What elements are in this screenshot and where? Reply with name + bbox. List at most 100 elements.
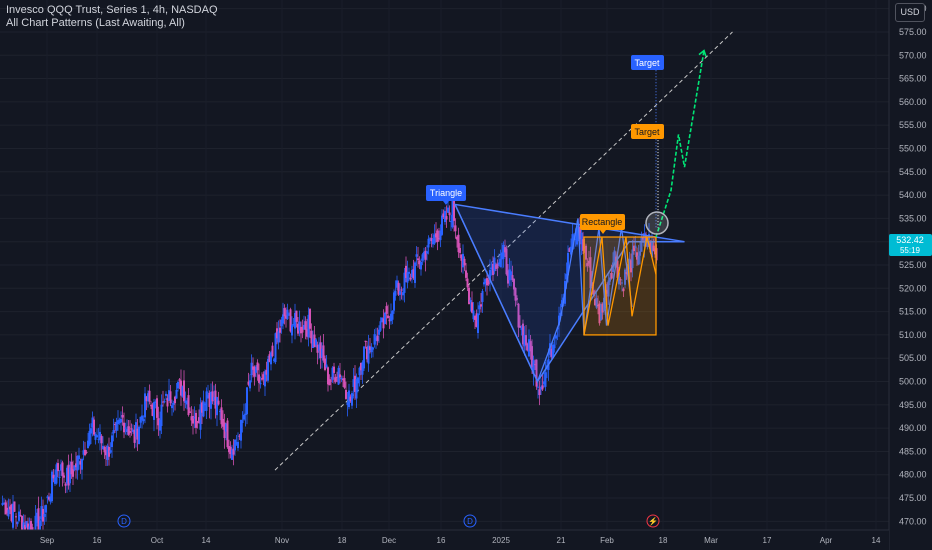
- candle-body: [487, 280, 490, 285]
- candle-body: [510, 271, 512, 276]
- rectangle-label-text: Rectangle: [582, 217, 623, 227]
- last-price-countdown: 55:19: [900, 246, 921, 255]
- candle-body: [111, 435, 113, 448]
- candle-body: [270, 352, 272, 365]
- rectangle-pattern[interactable]: [583, 236, 657, 336]
- currency-button[interactable]: USD: [895, 3, 925, 22]
- candle-body: [19, 514, 22, 516]
- candle-body: [420, 261, 422, 270]
- candle-body: [172, 402, 175, 405]
- candle-body: [585, 245, 587, 260]
- candle-body: [330, 380, 332, 382]
- candle-body: [442, 213, 445, 218]
- candle-body: [106, 445, 109, 460]
- candle-body: [319, 342, 322, 359]
- y-tick-label: 500.00: [899, 377, 927, 387]
- candle-body: [414, 262, 416, 283]
- candle-body: [633, 245, 635, 252]
- candle-body: [255, 366, 257, 373]
- candle-body: [84, 449, 86, 456]
- candle-body: [141, 415, 143, 420]
- candle-body: [30, 520, 32, 530]
- candle-body: [492, 263, 494, 276]
- candle-body: [304, 321, 307, 330]
- x-tick-label: 16: [437, 536, 446, 545]
- candle-body: [396, 280, 398, 288]
- candle-body: [253, 366, 256, 377]
- candle-body: [634, 245, 637, 249]
- candle-body: [69, 467, 71, 484]
- candle-body: [391, 310, 394, 320]
- candle-body: [378, 329, 380, 335]
- candle-body: [7, 509, 10, 517]
- candle-body: [603, 297, 605, 311]
- rectangle-label[interactable]: Rectangle: [580, 214, 625, 234]
- y-tick-label: 525.00: [899, 260, 927, 270]
- y-tick-label: 575.00: [899, 27, 927, 37]
- candle-body: [580, 232, 583, 245]
- candle-body: [63, 475, 65, 478]
- dividend-marker-2[interactable]: D: [463, 514, 477, 528]
- target-label-1[interactable]: Target: [631, 55, 664, 70]
- candle-body: [465, 270, 467, 278]
- triangle-label-text: Triangle: [430, 188, 462, 198]
- candle-body: [495, 264, 497, 269]
- breakout-circle: [645, 211, 669, 235]
- earnings-marker[interactable]: ⚡: [646, 514, 660, 528]
- candle-body: [336, 376, 338, 378]
- candle-body: [517, 303, 520, 328]
- dividend-marker-1[interactable]: D: [117, 514, 131, 528]
- candle-body: [522, 323, 524, 345]
- candle-body: [55, 464, 58, 484]
- time-axis[interactable]: Sep 16 Oct 14 Nov 18 Dec 16 2025 21 Feb 18 Mar 17 Apr 1…: [0, 529, 889, 550]
- candle-body: [561, 300, 563, 308]
- candle-body: [631, 249, 634, 269]
- candle-body: [276, 328, 278, 339]
- candle-body: [103, 446, 106, 453]
- candle-body: [264, 371, 266, 387]
- candle-body: [132, 429, 134, 432]
- candle-body: [241, 420, 244, 424]
- candle-body: [190, 416, 193, 421]
- x-tick-label: Feb: [600, 536, 614, 545]
- target-label-2[interactable]: Target: [631, 124, 664, 139]
- candle-body: [469, 300, 472, 303]
- candle-body: [636, 252, 638, 260]
- candle-body: [268, 354, 271, 363]
- candle-body: [1, 502, 4, 506]
- triangle-label[interactable]: Triangle: [426, 185, 466, 205]
- candle-body: [127, 426, 130, 435]
- candle-body: [382, 318, 385, 329]
- candle-body: [294, 312, 296, 329]
- candle-body: [439, 230, 442, 241]
- candle-body: [559, 312, 562, 316]
- candle-body: [211, 391, 214, 402]
- candle-body: [303, 324, 305, 330]
- y-tick-label: 570.00: [899, 50, 927, 60]
- candle-body: [474, 316, 476, 320]
- candle-body: [79, 461, 82, 465]
- candle-body: [174, 396, 176, 404]
- candle-body: [292, 324, 295, 326]
- candle-body: [484, 279, 487, 284]
- candle-body: [399, 291, 401, 295]
- candle-body: [591, 282, 593, 287]
- candle-body: [169, 391, 172, 404]
- rectangle-zigzag: [583, 236, 657, 336]
- y-tick-label: 480.00: [899, 470, 927, 480]
- candle-body: [9, 506, 11, 510]
- candle-body: [394, 290, 397, 296]
- candle-body: [451, 200, 454, 228]
- candle-body: [540, 386, 542, 390]
- y-tick-label: 475.00: [899, 493, 927, 503]
- candle-body: [258, 374, 260, 383]
- candle-body: [501, 252, 503, 260]
- candle-body: [553, 344, 556, 349]
- candle-body: [421, 254, 424, 261]
- candle-body: [271, 345, 274, 357]
- candle-body: [184, 400, 187, 403]
- candle-body: [126, 429, 128, 433]
- price-axis[interactable]: 580.00575.00570.00565.00560.00555.00550.…: [888, 0, 932, 550]
- candle-body: [76, 455, 79, 471]
